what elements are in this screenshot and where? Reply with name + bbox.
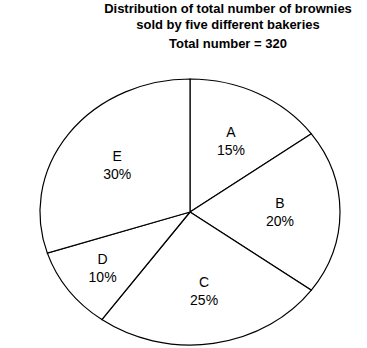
- subtitle: Total number = 320: [169, 36, 287, 51]
- category-label: B: [275, 195, 284, 211]
- slice: [40, 79, 190, 253]
- data-label: 20%: [266, 213, 294, 229]
- data-label: 30%: [103, 166, 131, 182]
- chart: Distribution of total number of brownies…: [0, 0, 367, 348]
- category-label: E: [113, 148, 122, 164]
- category-label: C: [199, 274, 209, 290]
- data-label: 10%: [89, 269, 117, 285]
- slices: [40, 79, 340, 345]
- category-label: D: [98, 251, 108, 267]
- title: Distribution of total number of brownies…: [104, 1, 352, 32]
- labels: A 15% B 20% C 25% D 10% E 30%: [89, 124, 294, 308]
- data-label: 15%: [217, 142, 245, 158]
- category-label: A: [226, 124, 236, 140]
- data-label: 25%: [190, 292, 218, 308]
